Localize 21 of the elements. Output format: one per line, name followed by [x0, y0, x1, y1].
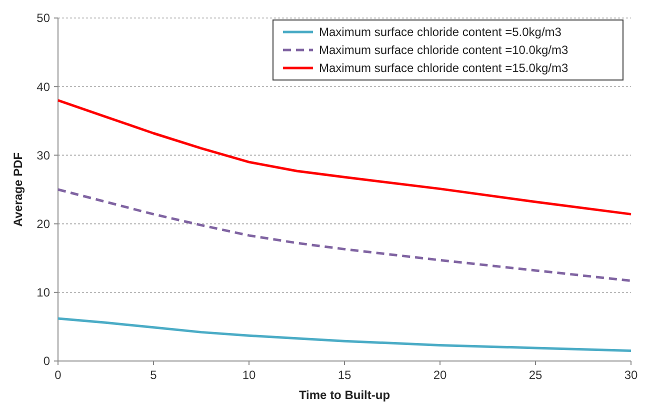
x-tick-label: 25 — [528, 368, 542, 382]
y-tick-label: 0 — [43, 354, 50, 368]
x-tick-label: 30 — [624, 368, 638, 382]
y-tick-label: 40 — [36, 80, 50, 94]
line-series — [56, 188, 632, 282]
y-tick-label: 20 — [36, 217, 50, 231]
y-tick-label: 10 — [36, 286, 50, 300]
legend-label: Maximum surface chloride content =5.0kg/m3 — [319, 25, 562, 40]
x-axis-title: Time to Built-up — [298, 388, 390, 402]
y-tick-label: 50 — [36, 11, 50, 26]
x-tick-label: 5 — [150, 368, 158, 382]
line-series — [56, 99, 632, 216]
x-tick-label: 10 — [242, 368, 256, 382]
x-tick-label: 20 — [433, 368, 447, 382]
x-tick-label: 15 — [338, 368, 352, 382]
line-series — [56, 317, 632, 352]
legend-label: Maximum surface chloride content =10.0kg/m3 — [319, 43, 568, 58]
y-tick-label: 30 — [36, 148, 50, 162]
legend-label: Maximum surface chloride content =15.0kg/m3 — [319, 61, 568, 76]
y-axis-title: Average PDF — [11, 152, 25, 227]
x-tick-label: 0 — [54, 368, 62, 382]
